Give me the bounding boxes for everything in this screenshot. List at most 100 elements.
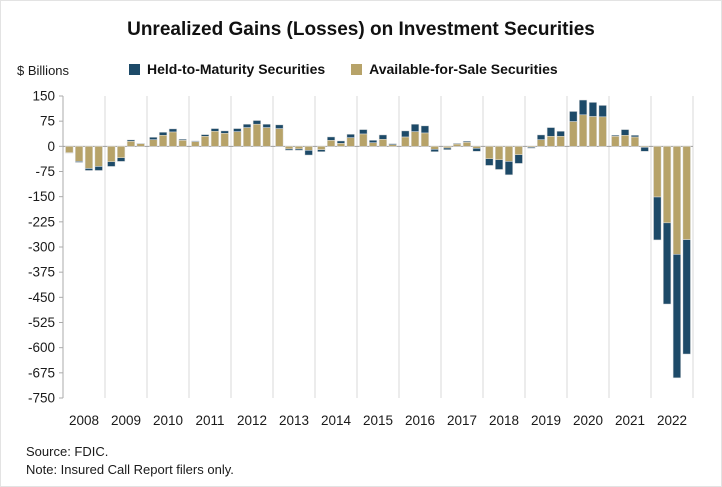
- bar-segment-afs: [336, 143, 345, 147]
- bar-segment-afs: [126, 141, 135, 147]
- bar-segment-htm: [168, 128, 177, 133]
- bar-segment-htm: [411, 123, 420, 132]
- y-axis-unit-label: $ Billions: [17, 63, 70, 78]
- y-tick-label: 150: [32, 89, 55, 104]
- bar-segment-afs: [411, 131, 420, 147]
- bar-segment-htm: [546, 127, 555, 137]
- bar-segment-htm: [126, 139, 135, 142]
- bar-segment-htm: [630, 135, 639, 138]
- bar-segment-htm: [84, 168, 93, 171]
- bar-segment-afs: [149, 139, 158, 147]
- y-tick-label: -300: [28, 240, 55, 255]
- bar-segment-htm: [527, 147, 536, 149]
- bar-segment-htm: [75, 161, 84, 163]
- bar-segment-afs: [485, 146, 494, 159]
- bar-segment-htm: [579, 99, 588, 116]
- bar-segment-afs: [556, 136, 565, 147]
- y-tick-label: -525: [28, 315, 55, 330]
- bar-segment-htm: [304, 150, 313, 156]
- bar-segment-afs: [210, 130, 219, 147]
- y-tick-label: 75: [40, 114, 55, 129]
- bar-segment-afs: [65, 146, 74, 153]
- bar-segment-afs: [262, 127, 271, 147]
- bar-segment-afs: [94, 146, 103, 167]
- bar-segment-afs: [588, 116, 597, 147]
- bar-segment-afs: [168, 131, 177, 147]
- bar-segment-htm: [588, 102, 597, 117]
- bar-segment-afs: [117, 146, 126, 158]
- x-year-label: 2013: [279, 413, 309, 428]
- bar-segment-afs: [75, 146, 84, 162]
- bar-segment-afs: [275, 128, 284, 147]
- x-year-label: 2020: [573, 413, 603, 428]
- bar-segment-htm: [191, 140, 200, 142]
- htm-color-swatch-icon: [129, 63, 140, 75]
- bar-segment-htm: [556, 130, 565, 137]
- y-tick-label: -75: [35, 164, 55, 179]
- bar-segment-htm: [663, 222, 672, 305]
- x-year-label: 2010: [153, 413, 183, 428]
- x-year-label: 2009: [111, 413, 141, 428]
- bar-segment-afs: [472, 146, 481, 149]
- bar-segment-htm: [462, 141, 471, 143]
- bar-segment-afs: [369, 142, 378, 147]
- bar-segment-htm: [359, 129, 368, 135]
- bar-segment-afs: [630, 136, 639, 147]
- legend-item-held-to-maturity: Held-to-Maturity Securities: [129, 61, 325, 77]
- bar-segment-htm: [107, 161, 116, 167]
- bar-segment-htm: [220, 130, 229, 134]
- bar-segment-afs: [304, 146, 313, 151]
- bar-segment-afs: [579, 114, 588, 147]
- bar-segment-afs: [495, 146, 504, 161]
- bar-segment-afs: [178, 140, 187, 147]
- bar-segment-htm: [640, 147, 649, 152]
- bar-segment-htm: [210, 128, 219, 132]
- x-year-label: 2017: [447, 413, 477, 428]
- bar-segment-afs: [201, 136, 210, 147]
- y-tick-label: -225: [28, 214, 55, 229]
- bar-segment-afs: [84, 146, 93, 169]
- x-year-label: 2019: [531, 413, 561, 428]
- bar-segment-htm: [327, 136, 336, 141]
- bar-segment-htm: [178, 139, 187, 141]
- bar-segment-htm: [285, 148, 294, 151]
- bar-segment-afs: [621, 135, 630, 147]
- bar-segment-afs: [107, 146, 116, 163]
- bar-segment-afs: [611, 136, 620, 147]
- bar-segment-htm: [243, 123, 252, 128]
- bar-segment-htm: [495, 159, 504, 170]
- x-year-label: 2015: [363, 413, 393, 428]
- bar-segment-htm: [378, 134, 387, 140]
- bar-segment-afs: [453, 143, 462, 147]
- bar-segment-htm: [621, 129, 630, 136]
- y-tick-label: -450: [28, 290, 55, 305]
- bar-segment-afs: [462, 142, 471, 147]
- bar-segment-htm: [611, 135, 620, 137]
- bar-segment-htm: [443, 147, 452, 150]
- bar-segment-afs: [378, 139, 387, 147]
- bar-segment-htm: [346, 134, 355, 138]
- bar-segment-afs: [663, 146, 672, 224]
- y-tick-label: -150: [28, 189, 55, 204]
- bar-segment-afs: [159, 135, 168, 147]
- afs-color-swatch-icon: [351, 63, 363, 75]
- bar-segment-afs: [682, 146, 691, 240]
- x-year-label: 2021: [615, 413, 645, 428]
- bar-segment-htm: [369, 140, 378, 143]
- bar-segment-htm: [598, 105, 607, 118]
- x-year-label: 2016: [405, 413, 435, 428]
- x-year-label: 2012: [237, 413, 267, 428]
- bar-segment-htm: [388, 143, 397, 145]
- bar-segment-afs: [285, 146, 294, 150]
- legend-item-available-for-sale: Available-for-Sale Securities: [351, 61, 558, 77]
- y-tick-label: -375: [28, 265, 55, 280]
- bar-segment-htm: [537, 134, 546, 140]
- bar-segment-afs: [430, 146, 439, 150]
- x-year-label: 2008: [69, 413, 99, 428]
- bar-segment-afs: [443, 146, 452, 149]
- bar-segment-afs: [672, 146, 681, 255]
- bar-segment-afs: [546, 136, 555, 147]
- bar-segment-afs: [504, 146, 513, 162]
- note-text: Note: Insured Call Report filers only.: [26, 462, 234, 477]
